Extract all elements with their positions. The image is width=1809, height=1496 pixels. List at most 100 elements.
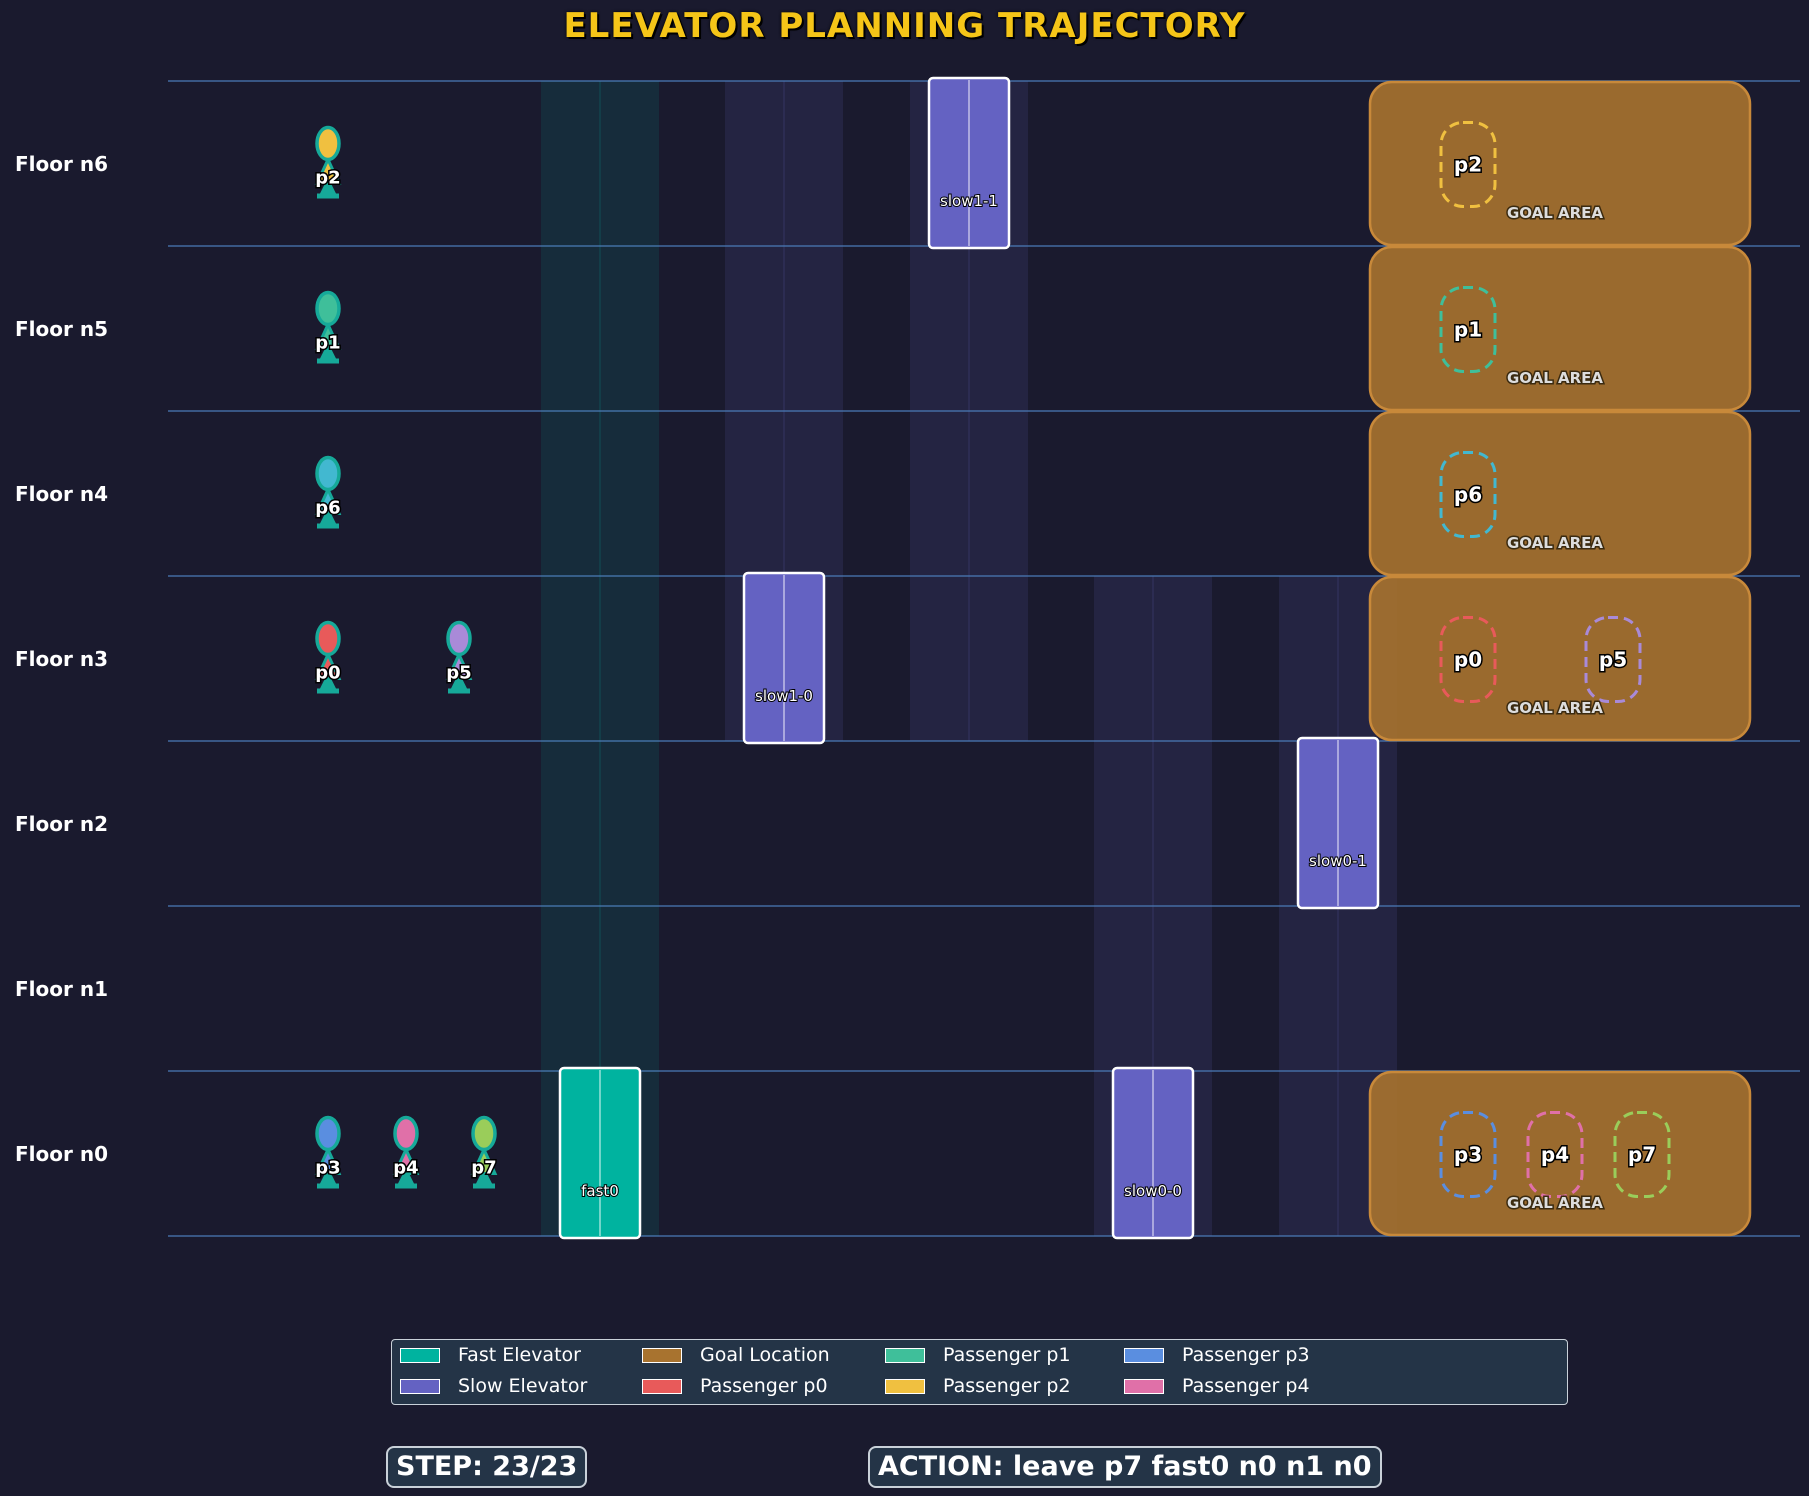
passenger-base	[317, 358, 339, 364]
passenger-p3: p3	[314, 1115, 342, 1189]
goal-areas: p2 GOAL AREA p1 GOAL AREA p6 GOAL AREA p0 p5 GOA…	[1368, 80, 1752, 1237]
legend-item: Passenger p2	[885, 1375, 1071, 1397]
passenger-legs	[451, 672, 467, 689]
floor-label-n3: Floor n3	[15, 646, 108, 671]
goal-area-n0: p3 p4 p7 GOAL AREA	[1368, 1070, 1752, 1237]
floor-label-n5: Floor n5	[15, 316, 108, 341]
passengers: p2 p1 p6 p0 p5 p3 p4 p7	[314, 125, 498, 1189]
goal-target-label: p1	[1454, 318, 1482, 342]
passenger-label: p0	[315, 663, 340, 684]
passenger-legs	[320, 672, 336, 689]
goal-area-label: GOAL AREA	[1507, 1194, 1603, 1212]
passenger-body	[314, 485, 342, 515]
step-indicator: STEP: 23/23	[386, 1446, 588, 1488]
passenger-p6: p6	[314, 455, 342, 529]
legend-label: Slow Elevator	[458, 1375, 588, 1397]
passenger-label: p7	[471, 1158, 496, 1179]
goal-target-label: p2	[1454, 153, 1482, 177]
legend-swatch	[642, 1347, 682, 1363]
elevator-slow1-0: slow1-0	[742, 571, 826, 745]
action-indicator: ACTION: leave p7 fast0 n0 n1 n0	[868, 1446, 1382, 1488]
elevator-shafts	[541, 81, 1397, 1236]
floor-label-n6: Floor n6	[15, 151, 108, 176]
goal-target-outline	[1439, 451, 1497, 538]
passenger-legs	[320, 342, 336, 359]
goal-area-n6: p2 GOAL AREA	[1368, 80, 1752, 247]
goal-target-outline	[1439, 1111, 1497, 1198]
goal-target-label: p0	[1454, 648, 1482, 672]
passenger-base	[317, 1183, 339, 1189]
goal-target-label: p5	[1599, 648, 1627, 672]
goal-target-outline	[1584, 616, 1642, 703]
passenger-label: p5	[446, 663, 471, 684]
legend-item: Passenger p3	[1124, 1344, 1310, 1366]
elevator-slow0-0: slow0-0	[1111, 1066, 1195, 1240]
diagram-title: ELEVATOR PLANNING TRAJECTORY	[563, 6, 1246, 46]
elevator-label: slow0-0	[1124, 1182, 1182, 1200]
passenger-label: p2	[315, 168, 340, 189]
passenger-body	[314, 155, 342, 185]
goal-area-label: GOAL AREA	[1507, 204, 1603, 222]
passenger-head	[315, 620, 341, 657]
elevator-label: slow1-1	[940, 192, 998, 210]
passenger-p1: p1	[314, 290, 342, 364]
passenger-base	[473, 1183, 495, 1189]
elevator-label: slow0-1	[1309, 852, 1367, 870]
passenger-body	[470, 1145, 498, 1175]
legend-swatch	[400, 1347, 440, 1363]
legend-item: Goal Location	[642, 1344, 830, 1366]
elevator-fast0: fast0	[558, 1066, 642, 1240]
passenger-head	[471, 1115, 497, 1152]
elevator-slow1-1: slow1-1	[927, 76, 1011, 250]
passenger-head	[315, 1115, 341, 1152]
passenger-body	[314, 1145, 342, 1175]
legend-label: Passenger p2	[943, 1375, 1071, 1397]
elevator-label: slow1-0	[755, 687, 813, 705]
legend-swatch	[642, 1378, 682, 1394]
goal-target-outline	[1439, 286, 1497, 373]
goal-target-outline	[1439, 121, 1497, 208]
passenger-base	[317, 193, 339, 199]
goal-area-label: GOAL AREA	[1507, 534, 1603, 552]
goal-target-label: p6	[1454, 483, 1482, 507]
passenger-head	[393, 1115, 419, 1152]
goal-target-label: p4	[1541, 1143, 1569, 1167]
goal-target-label: p3	[1454, 1143, 1482, 1167]
legend-swatch	[885, 1378, 925, 1394]
passenger-head	[315, 290, 341, 327]
passenger-head	[315, 125, 341, 162]
goal-area-n4: p6 GOAL AREA	[1368, 410, 1752, 577]
goal-area-n3: p0 p5 GOAL AREA	[1368, 575, 1752, 742]
floor-label-n1: Floor n1	[15, 976, 108, 1001]
legend-label: Passenger p4	[1182, 1375, 1310, 1397]
passenger-p7: p7	[470, 1115, 498, 1189]
passenger-base	[317, 523, 339, 529]
legend-label: Goal Location	[700, 1344, 830, 1366]
goal-area-label: GOAL AREA	[1507, 369, 1603, 387]
passenger-label: p6	[315, 498, 340, 519]
passenger-legs	[320, 177, 336, 194]
elevators: fast0 slow1-0 slow1-1 slow0-0 slow0-1	[558, 76, 1380, 1240]
legend-item: Fast Elevator	[400, 1344, 581, 1366]
legend: Fast Elevator Slow Elevator Goal Location P…	[391, 1339, 1568, 1405]
legend-swatch	[885, 1347, 925, 1363]
goal-target-outline	[1613, 1111, 1671, 1198]
floor-label-n4: Floor n4	[15, 481, 108, 506]
passenger-body	[445, 650, 473, 680]
passenger-p5: p5	[445, 620, 473, 694]
legend-swatch	[400, 1378, 440, 1394]
passenger-legs	[476, 1167, 492, 1184]
passenger-head	[315, 455, 341, 492]
passenger-label: p4	[393, 1158, 418, 1179]
passenger-p4: p4	[392, 1115, 420, 1189]
elevator-label: fast0	[581, 1182, 619, 1200]
passenger-legs	[398, 1167, 414, 1184]
goal-target-label: p7	[1628, 1143, 1656, 1167]
goal-area-label: GOAL AREA	[1507, 699, 1603, 717]
legend-label: Passenger p0	[700, 1375, 828, 1397]
passenger-body	[314, 320, 342, 350]
goal-target-outline	[1526, 1111, 1584, 1198]
passenger-legs	[320, 1167, 336, 1184]
